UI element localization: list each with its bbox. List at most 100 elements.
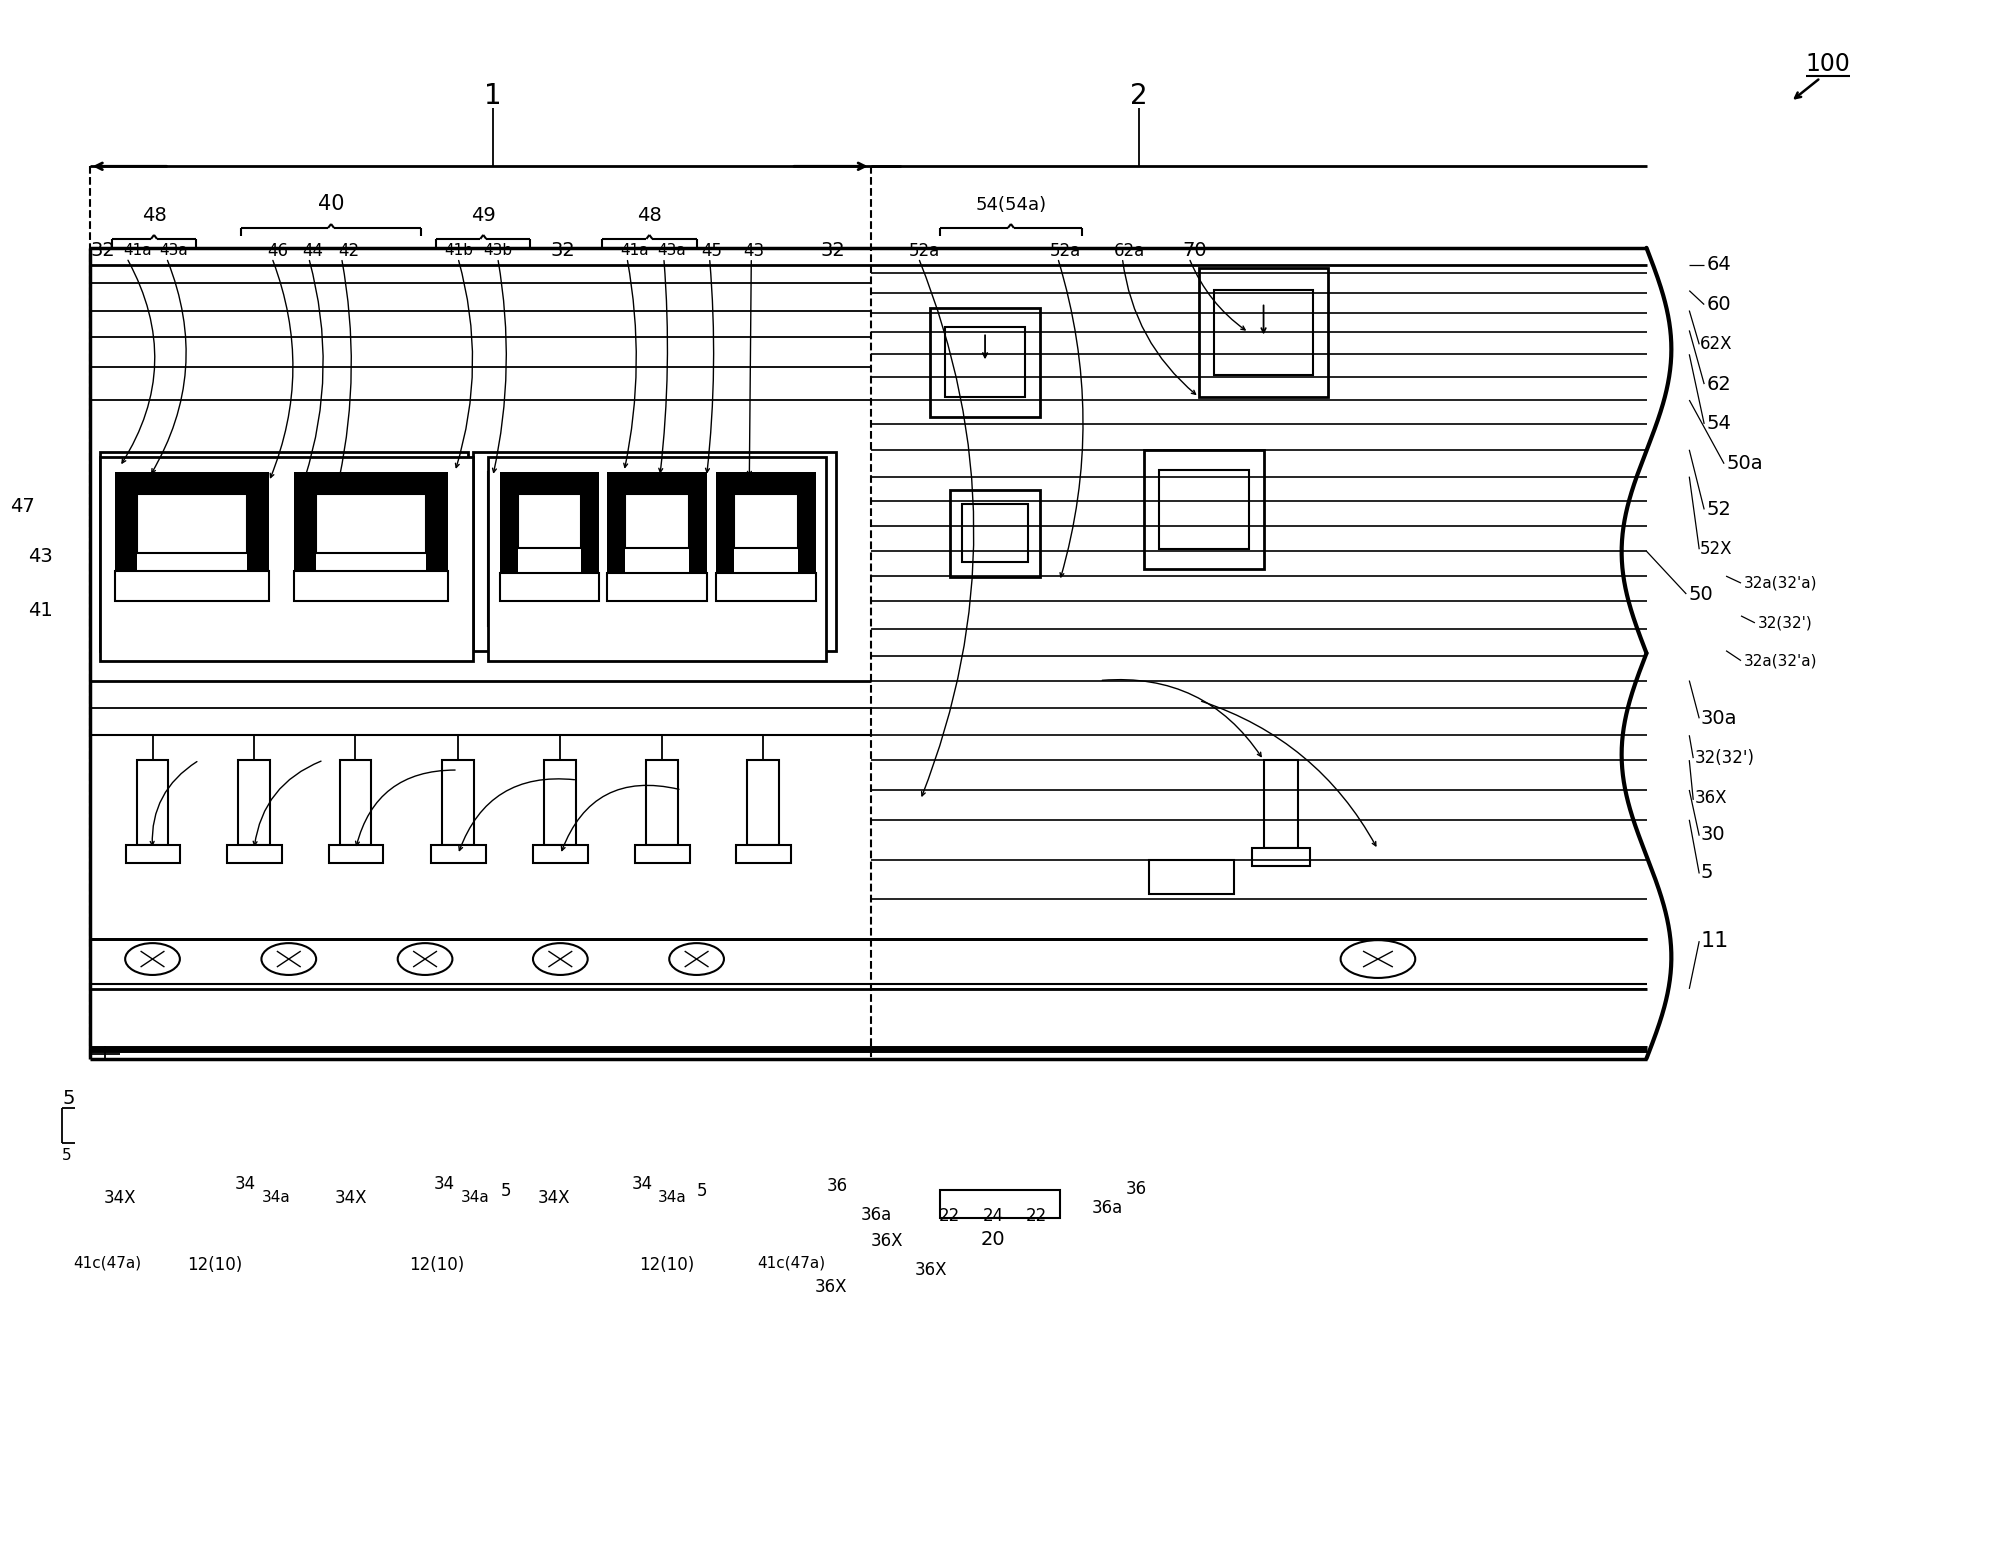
Bar [951, 490, 1040, 578]
Text: 30a: 30a [1701, 709, 1736, 727]
Text: 41a: 41a [123, 244, 153, 258]
Bar [607, 501, 722, 551]
Text: 47: 47 [10, 496, 36, 517]
Bar [294, 471, 448, 493]
Bar [125, 482, 274, 501]
Bar [298, 551, 448, 571]
Text: 40: 40 [318, 194, 344, 214]
Bar [119, 471, 278, 626]
Bar [607, 493, 625, 573]
Text: 52X: 52X [1701, 540, 1732, 559]
Text: 32: 32 [91, 242, 115, 261]
Text: 49: 49 [471, 206, 495, 225]
Text: 43: 43 [28, 546, 54, 565]
Bar [125, 551, 274, 571]
Text: 43a: 43a [656, 244, 686, 258]
Text: 48: 48 [141, 206, 167, 225]
Bar [499, 471, 599, 493]
Text: 64: 64 [1707, 256, 1730, 275]
Bar [125, 571, 274, 617]
Text: 34X: 34X [537, 1189, 571, 1207]
Ellipse shape [1341, 940, 1416, 977]
Text: 52a: 52a [1050, 242, 1080, 259]
Text: 2: 2 [1130, 81, 1148, 109]
Bar [115, 471, 269, 493]
Bar [607, 573, 706, 601]
Bar [931, 308, 1040, 417]
Bar [294, 471, 453, 626]
Text: 32(32'): 32(32') [1758, 615, 1812, 631]
Text: 5: 5 [696, 1182, 708, 1200]
Bar [688, 493, 706, 573]
Text: 62: 62 [1707, 375, 1730, 393]
Text: 41a: 41a [621, 244, 648, 258]
Text: 1: 1 [483, 81, 501, 109]
Text: 41b: 41b [444, 244, 473, 258]
Bar [499, 493, 517, 573]
Bar [442, 760, 473, 845]
Bar [125, 845, 181, 863]
Text: 48: 48 [636, 206, 662, 225]
Bar [316, 493, 426, 553]
Text: 43b: 43b [483, 244, 513, 258]
Bar [716, 493, 734, 573]
Text: 36X: 36X [1695, 788, 1726, 807]
Bar [497, 501, 583, 551]
Bar [432, 845, 485, 863]
Text: 52: 52 [1707, 500, 1730, 518]
Text: 11: 11 [1701, 932, 1728, 951]
Text: 32(32'): 32(32') [1695, 749, 1754, 766]
Bar [298, 482, 448, 501]
Text: 41: 41 [28, 601, 54, 620]
Text: 36: 36 [1126, 1180, 1146, 1197]
Bar [247, 493, 269, 578]
Text: 62X: 62X [1701, 336, 1732, 353]
Bar [517, 493, 581, 548]
Text: 50: 50 [1689, 584, 1713, 604]
Bar [493, 551, 587, 571]
Bar [239, 760, 271, 845]
Text: 34a: 34a [461, 1189, 489, 1205]
Bar [473, 451, 835, 651]
Bar [734, 493, 798, 548]
Text: 30: 30 [1701, 826, 1724, 845]
Text: 34X: 34X [103, 1189, 137, 1207]
Ellipse shape [668, 943, 724, 976]
Bar [716, 573, 815, 601]
Bar [716, 471, 815, 493]
Text: 22: 22 [1026, 1207, 1046, 1225]
Bar [625, 493, 688, 548]
Ellipse shape [125, 943, 179, 976]
Text: 50a: 50a [1726, 454, 1762, 473]
Bar [634, 845, 690, 863]
Bar [603, 482, 726, 501]
Bar [603, 571, 726, 617]
Bar [137, 493, 247, 553]
Text: 54(54a): 54(54a) [975, 197, 1046, 214]
Text: 52a: 52a [909, 242, 939, 259]
Text: 45: 45 [702, 242, 722, 259]
Bar [487, 457, 825, 660]
Bar [545, 760, 577, 845]
Bar [1144, 450, 1263, 570]
Bar [736, 845, 792, 863]
Bar [115, 493, 137, 578]
Bar [99, 451, 467, 651]
Bar [941, 1189, 1060, 1218]
Bar [137, 760, 169, 845]
Text: 5: 5 [62, 1088, 74, 1108]
Bar [646, 760, 678, 845]
Ellipse shape [533, 943, 587, 976]
Text: 54: 54 [1707, 414, 1730, 434]
Bar [581, 493, 599, 573]
Text: 12(10): 12(10) [410, 1257, 463, 1274]
Bar [963, 504, 1028, 562]
Bar [493, 482, 587, 501]
Text: 41c(47a): 41c(47a) [74, 1257, 141, 1271]
Text: 34: 34 [434, 1175, 455, 1193]
Bar [603, 551, 726, 571]
Text: 36a: 36a [861, 1205, 891, 1224]
Text: 36a: 36a [1092, 1199, 1122, 1216]
Bar [597, 471, 732, 626]
Bar [1213, 290, 1313, 375]
